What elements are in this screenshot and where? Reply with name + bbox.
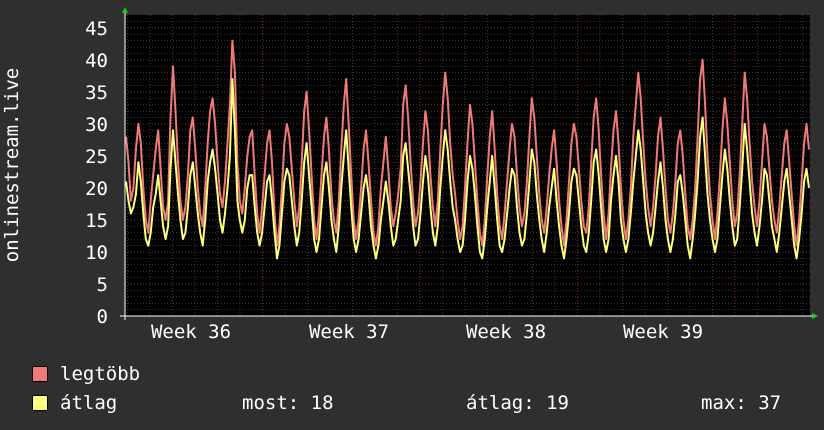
- y-tick-label: 25: [85, 146, 108, 168]
- y-tick-label: 0: [97, 306, 108, 328]
- y-tick-label: 20: [85, 178, 108, 200]
- y-tick-label: 5: [97, 274, 108, 296]
- x-axis-arrow: [812, 313, 818, 319]
- y-tick-label: 30: [85, 114, 108, 136]
- x-tick-label: Week 36: [151, 321, 231, 343]
- y-tick-label: 45: [85, 18, 108, 40]
- x-axis: Week 36 Week 37 Week 38 Week 39: [151, 321, 703, 343]
- y-axis-label: onlinestream.live: [1, 68, 23, 262]
- series-line-max: [125, 39, 810, 247]
- series-line-avg: [125, 78, 810, 260]
- x-tick-label: Week 39: [623, 321, 703, 343]
- y-axis: 0 5 10 15 20 25 30 35 40 45: [85, 18, 108, 328]
- x-tick-label: Week 38: [466, 321, 546, 343]
- x-tick-label: Week 37: [309, 321, 389, 343]
- y-tick-label: 10: [85, 242, 108, 264]
- y-tick-label: 15: [85, 210, 108, 232]
- y-tick-label: 40: [85, 50, 108, 72]
- y-axis-arrow: [122, 7, 128, 13]
- y-tick-label: 35: [85, 82, 108, 104]
- series-lines: [125, 39, 810, 260]
